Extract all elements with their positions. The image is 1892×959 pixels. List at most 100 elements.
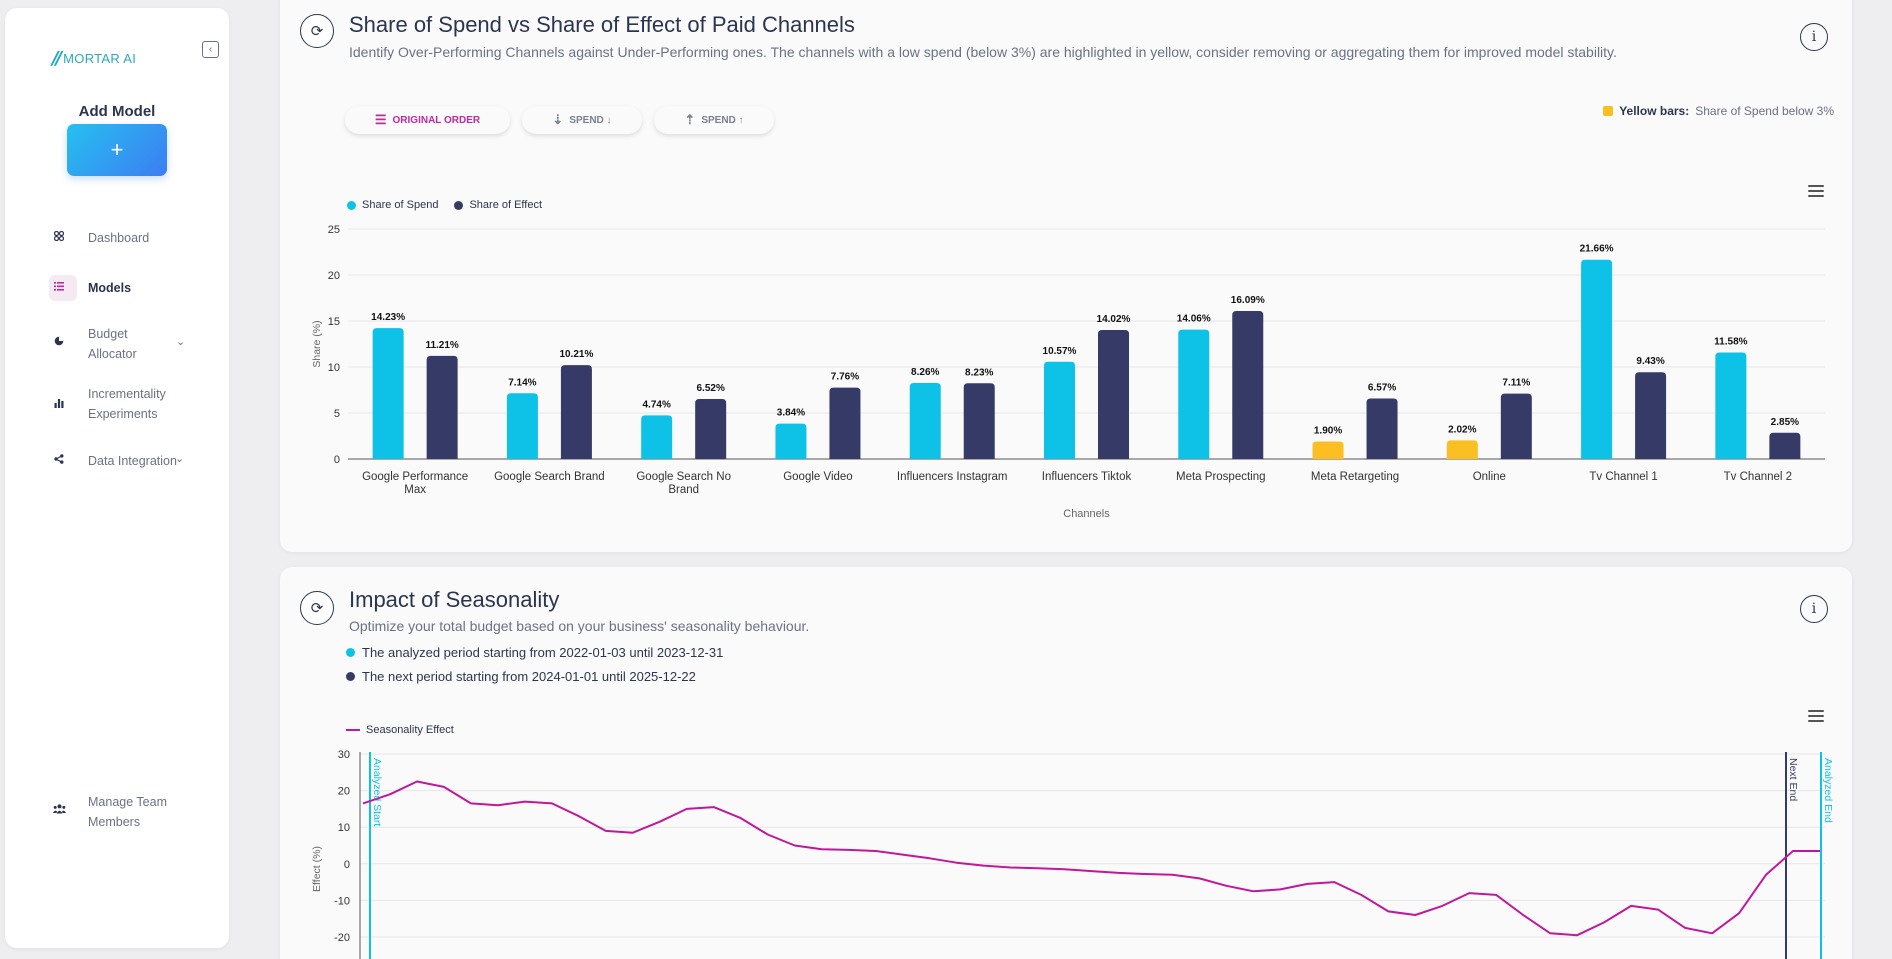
data-label: 7.11% [1502, 378, 1530, 389]
bar-share-of-spend [641, 415, 673, 459]
x-tick-label: Google Search No Brand [636, 471, 731, 496]
chevron-left-icon: ‹ [208, 44, 213, 55]
chart-menu-icon[interactable] [1808, 710, 1824, 722]
sidebar-item-incrementality-experiments[interactable]: Incrementality Experiments [52, 384, 198, 424]
bar-share-of-spend [506, 393, 538, 459]
bar-share-of-spend [1044, 361, 1075, 459]
legend-item-effect[interactable]: Share of Effect [454, 199, 542, 211]
x-axis-title: Channels [1063, 508, 1110, 520]
data-label: 11.58% [1714, 336, 1747, 347]
data-label: 2.02% [1448, 424, 1476, 435]
sidebar-item-manage-team-members[interactable]: Manage Team Members [52, 792, 188, 832]
legend-line [346, 729, 360, 731]
chevron-down-icon[interactable]: ⌄ [175, 453, 185, 465]
y-axis-title: Effect (%) [311, 846, 323, 892]
marker-label: Analyzed Start [371, 758, 383, 826]
period-text: The analyzed period starting from 2022-0… [362, 645, 724, 660]
yellow-bars-note: Yellow bars: Share of Spend below 3% [1603, 104, 1834, 118]
bar-share-of-spend [1581, 259, 1613, 459]
sidebar-item-dashboard[interactable]: Dashboard [52, 228, 149, 248]
chart-menu-icon[interactable] [1808, 185, 1824, 197]
info-icon: i [1811, 29, 1817, 45]
sidebar-item-budget-allocator[interactable]: Budget Allocator [52, 324, 168, 364]
y-axis-title: Share (%) [311, 320, 323, 367]
sort-spend-asc-button[interactable]: ⇡ SPEND ↑ [654, 106, 774, 134]
add-model-button[interactable]: + [67, 124, 167, 176]
seasonality-card: ⟳ Impact of Seasonality Optimize your to… [280, 567, 1852, 959]
bar-share-of-spend [1446, 440, 1478, 459]
legend-item-seasonality[interactable]: Seasonality Effect [346, 724, 454, 736]
bar-share-of-spend [909, 383, 941, 459]
sidebar-item-label: Incrementality Experiments [88, 387, 166, 421]
logo-mark: // [52, 48, 62, 69]
sort-spend-desc-button[interactable]: ⇣ SPEND ↓ [522, 106, 642, 134]
refresh-button[interactable]: ⟳ [300, 14, 334, 48]
x-tick-label: Meta Prospecting [1176, 471, 1266, 483]
y-tick-label: 5 [334, 408, 340, 420]
x-tick-label: Google Search Brand [494, 471, 605, 483]
y-tick-label: -20 [334, 932, 350, 944]
active-item-highlight [49, 275, 77, 301]
collapse-sidebar-button[interactable]: ‹ [202, 41, 219, 58]
data-label: 10.57% [1043, 346, 1077, 357]
yellow-swatch [1603, 106, 1614, 116]
y-tick-label: 0 [334, 454, 340, 466]
sidebar-item-models[interactable]: Models [52, 278, 131, 298]
analyzed-period-line: The analyzed period starting from 2022-0… [346, 645, 723, 660]
info-button[interactable]: i [1800, 595, 1828, 623]
x-tick-label: Influencers Instagram [897, 471, 1008, 483]
y-tick-label: 10 [338, 822, 350, 834]
legend-item-spend[interactable]: Share of Spend [347, 199, 438, 211]
next-period-line: The next period starting from 2024-01-01… [346, 669, 696, 684]
bar-share-of-spend [372, 328, 404, 459]
data-label: 21.66% [1580, 244, 1614, 255]
data-label: 9.43% [1636, 356, 1664, 367]
yellow-note-bold: Yellow bars: [1619, 104, 1690, 118]
y-tick-label: 20 [338, 786, 350, 798]
sidebar-item-label: Dashboard [88, 231, 150, 245]
refresh-icon: ⟳ [310, 600, 324, 617]
sidebar-item-label: Data Integration [88, 454, 177, 468]
y-tick-label: -10 [334, 895, 350, 907]
logo[interactable]: // MORTAR AI [52, 48, 136, 69]
info-button[interactable]: i [1800, 23, 1828, 51]
y-tick-label: 15 [328, 316, 340, 328]
list-icon: ☰ [374, 112, 387, 127]
bar-share-of-effect [1500, 393, 1532, 459]
card-subtitle: Identify Over-Performing Channels agains… [349, 44, 1617, 60]
y-tick-label: 25 [328, 224, 340, 236]
data-label: 16.09% [1231, 295, 1265, 306]
legend-dot [347, 200, 356, 210]
info-icon: i [1811, 601, 1817, 617]
x-tick-label: Tv Channel 2 [1724, 471, 1792, 483]
period-dot [346, 672, 355, 681]
data-label: 8.26% [911, 367, 939, 378]
data-label: 7.76% [831, 372, 859, 383]
dashboard-icon [52, 229, 66, 243]
sort-desc-icon: ⇣ [552, 112, 564, 127]
data-label: 7.14% [508, 377, 536, 388]
data-label: 10.21% [559, 349, 593, 360]
y-tick-label: 30 [338, 749, 350, 761]
sort-label: SPEND ↓ [569, 114, 612, 126]
yellow-note-text: Share of Spend below 3% [1695, 104, 1834, 118]
sort-original-order-button[interactable]: ☰ ORIGINAL ORDER [345, 106, 510, 134]
bar-share-of-spend [1715, 352, 1747, 459]
data-label: 4.74% [643, 399, 671, 410]
y-tick-label: 20 [328, 270, 340, 282]
sort-label: ORIGINAL ORDER [392, 114, 481, 126]
legend-label: Seasonality Effect [366, 724, 454, 736]
x-tick-label: Google Video [783, 471, 852, 483]
bar-share-of-effect [1769, 432, 1801, 459]
refresh-button[interactable]: ⟳ [300, 591, 334, 625]
sidebar-item-data-integration[interactable]: Data Integration [52, 451, 177, 471]
chart-legend: Seasonality Effect [346, 724, 454, 736]
logo-text: MORTAR AI [63, 51, 137, 66]
chart-legend: Share of Spend Share of Effect [347, 199, 542, 211]
data-label: 14.23% [371, 312, 405, 323]
team-icon [52, 802, 66, 816]
sidebar: // MORTAR AI ‹ Add Model + Dashboard Mod… [5, 8, 229, 948]
card-subtitle: Optimize your total budget based on your… [349, 618, 810, 634]
bar-share-of-effect [1098, 330, 1129, 459]
chevron-down-icon[interactable]: ⌄ [176, 336, 186, 348]
